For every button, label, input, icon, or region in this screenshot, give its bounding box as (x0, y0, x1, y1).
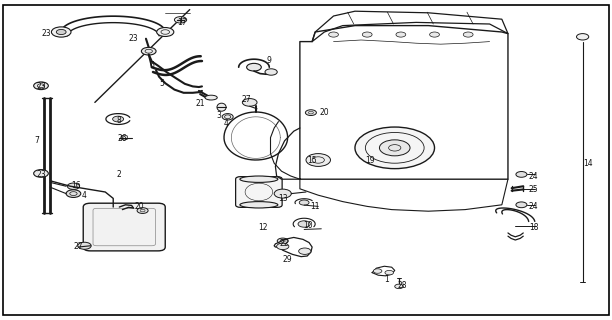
Text: 23: 23 (42, 29, 51, 38)
Circle shape (78, 242, 91, 249)
Text: 24: 24 (529, 202, 539, 211)
Text: 16: 16 (72, 181, 81, 190)
Text: 4: 4 (82, 191, 87, 200)
Circle shape (141, 47, 156, 55)
Circle shape (577, 34, 589, 40)
Text: 27: 27 (242, 95, 252, 104)
Circle shape (277, 238, 288, 244)
Text: 20: 20 (135, 202, 144, 211)
Circle shape (396, 32, 406, 37)
Circle shape (274, 189, 291, 198)
Ellipse shape (240, 202, 278, 208)
Text: 7: 7 (34, 136, 39, 145)
Text: 18: 18 (529, 223, 539, 232)
FancyBboxPatch shape (236, 177, 282, 207)
Circle shape (157, 28, 174, 36)
Text: 3: 3 (217, 111, 222, 120)
Text: 11: 11 (310, 202, 319, 211)
Circle shape (379, 140, 410, 156)
Circle shape (516, 172, 527, 177)
Circle shape (174, 17, 187, 23)
Circle shape (306, 154, 330, 166)
Text: 19: 19 (365, 156, 375, 164)
Text: 23: 23 (36, 82, 46, 91)
Circle shape (305, 110, 316, 116)
Circle shape (247, 63, 261, 71)
Circle shape (51, 27, 71, 37)
Text: 2: 2 (117, 170, 122, 179)
Circle shape (242, 99, 257, 106)
Ellipse shape (205, 95, 217, 100)
Text: 20: 20 (319, 108, 329, 116)
Circle shape (362, 32, 372, 37)
Text: 1: 1 (384, 276, 389, 284)
Circle shape (137, 208, 148, 213)
Circle shape (113, 116, 124, 122)
Text: 23: 23 (129, 34, 138, 43)
Text: 5: 5 (160, 79, 165, 88)
Circle shape (463, 32, 473, 37)
Text: 17: 17 (177, 18, 187, 27)
Text: 21: 21 (196, 99, 206, 108)
Ellipse shape (222, 114, 233, 120)
Text: 14: 14 (583, 159, 592, 168)
Text: 13: 13 (278, 194, 288, 203)
Text: 23: 23 (36, 170, 46, 179)
Text: 8: 8 (117, 116, 122, 124)
Circle shape (395, 284, 403, 289)
Text: 6: 6 (149, 61, 154, 70)
Text: 15: 15 (307, 156, 317, 164)
Circle shape (277, 243, 289, 250)
Text: 28: 28 (398, 281, 408, 290)
Text: 4: 4 (224, 119, 229, 128)
FancyBboxPatch shape (83, 203, 165, 251)
Circle shape (516, 202, 527, 208)
Circle shape (385, 270, 394, 275)
Text: 22: 22 (279, 239, 289, 248)
Text: 24: 24 (529, 172, 539, 180)
Circle shape (34, 170, 48, 177)
Text: 10: 10 (303, 221, 313, 230)
Text: 12: 12 (258, 223, 268, 232)
Circle shape (298, 221, 310, 227)
Circle shape (34, 82, 48, 90)
Circle shape (265, 69, 277, 75)
Circle shape (373, 269, 382, 273)
Circle shape (430, 32, 439, 37)
Circle shape (66, 190, 81, 197)
Circle shape (299, 248, 311, 254)
Circle shape (56, 29, 66, 35)
Text: 26: 26 (118, 134, 127, 143)
Ellipse shape (240, 176, 278, 182)
Text: 27: 27 (73, 242, 83, 251)
Text: 25: 25 (529, 185, 539, 194)
Circle shape (329, 32, 338, 37)
Text: 29: 29 (283, 255, 293, 264)
Circle shape (299, 200, 309, 205)
Text: 9: 9 (267, 56, 272, 65)
Circle shape (67, 183, 80, 189)
Circle shape (355, 127, 435, 169)
Ellipse shape (217, 103, 226, 111)
